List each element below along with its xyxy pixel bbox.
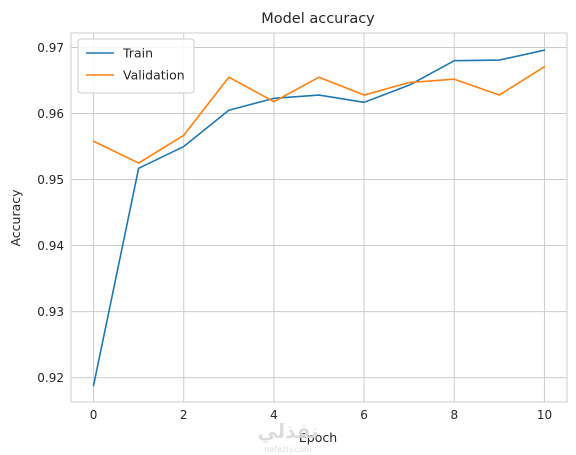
x-tick-label: 6 [360, 408, 368, 422]
x-tick-label: 4 [270, 408, 278, 422]
x-tick-label: 2 [180, 408, 188, 422]
watermark-logo: نفذلي nafezly.com [257, 419, 318, 454]
watermark-text: نفذلي [257, 419, 318, 444]
y-tick-label: 0.92 [37, 371, 64, 385]
x-tick-labels: 0 2 4 6 8 10 [90, 408, 552, 422]
y-tick-label: 0.93 [37, 305, 64, 319]
legend-label: Validation [123, 68, 185, 83]
watermark-url: nafezly.com [264, 445, 312, 454]
series-line-train [92, 49, 546, 387]
series-line-validation [92, 65, 546, 164]
y-tick-label: 0.94 [37, 239, 64, 253]
y-tick-label: 0.96 [37, 107, 64, 121]
y-tick-labels: 0.92 0.93 0.94 0.95 0.96 0.97 [37, 41, 64, 385]
chart-title: Model accuracy [261, 11, 375, 27]
x-tick-label: 8 [450, 408, 458, 422]
y-tick-label: 0.95 [37, 173, 64, 187]
plot-area-frame [70, 32, 568, 403]
x-tick-label: 10 [537, 408, 552, 422]
x-axis-label: Epoch [299, 430, 337, 445]
series-lines [92, 49, 546, 387]
legend-label: Train [122, 46, 153, 61]
y-axis-label: Accuracy [8, 189, 23, 247]
y-tick-label: 0.97 [37, 41, 64, 55]
x-tick-label: 0 [90, 408, 98, 422]
legend: Train Validation [77, 38, 195, 94]
